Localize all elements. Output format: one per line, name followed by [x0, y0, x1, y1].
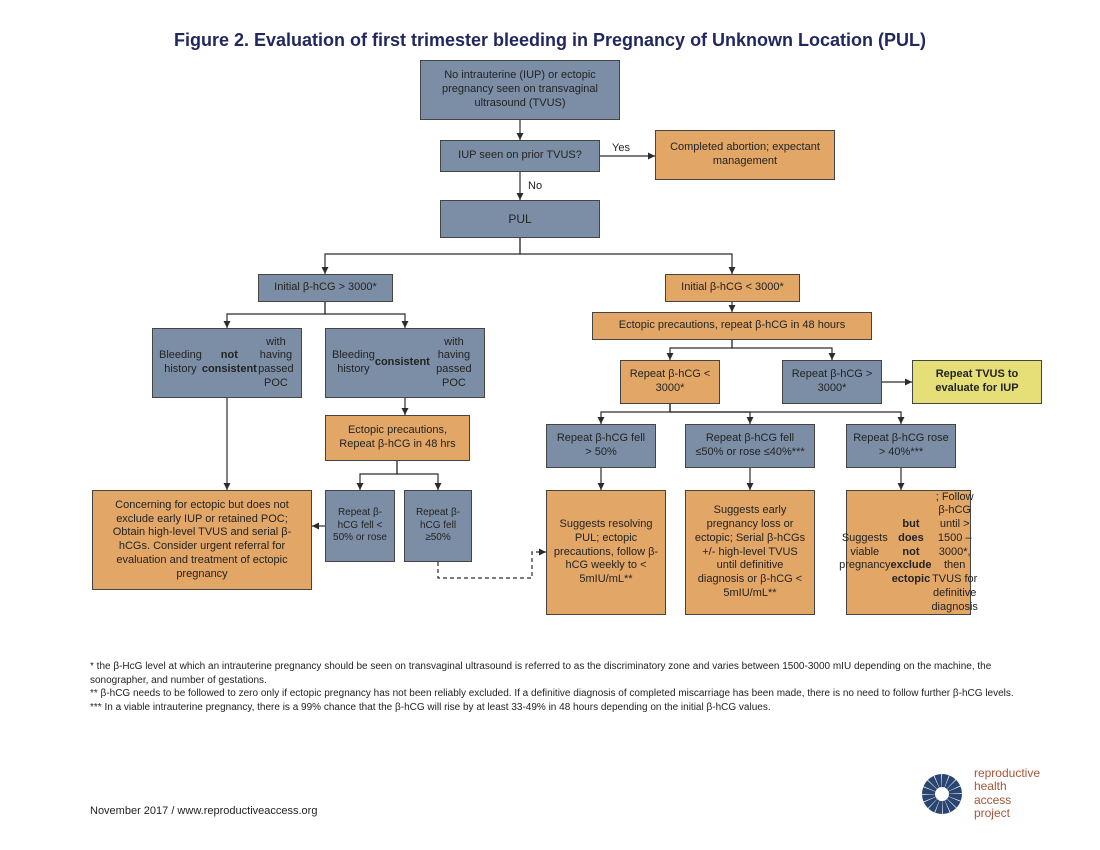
- flow-node-n9: Ectopic precautions, repeat β-hCG in 48 …: [592, 312, 872, 340]
- flow-node-n14: Repeat β-hCG fell < 50% or rose: [325, 490, 395, 562]
- flow-node-n3: Completed abortion; expectant management: [655, 130, 835, 180]
- flow-node-n10: Repeat β-hCG < 3000*: [620, 360, 720, 404]
- flow-node-n11: Repeat β-hCG > 3000*: [782, 360, 882, 404]
- flow-node-n18: Repeat β-hCG fell ≤50% or rose ≤40%***: [685, 424, 815, 468]
- edge-17: [670, 404, 750, 424]
- edge-18: [670, 404, 901, 424]
- footnotes: * the β-HcG level at which an intrauteri…: [90, 660, 1040, 714]
- flow-node-n5: Initial β-hCG > 3000*: [258, 274, 393, 302]
- edge-5: [227, 302, 325, 328]
- org-logo: reproductivehealthaccessproject: [920, 767, 1040, 820]
- flow-node-n8: Bleeding history consistent with having …: [325, 328, 485, 398]
- flow-node-n16: Concerning for ectopic but does not excl…: [92, 490, 312, 590]
- edge-16: [601, 404, 670, 424]
- edge-4: [520, 238, 732, 274]
- edge-13: [397, 461, 438, 490]
- flow-node-n7: Bleeding history not consistent with hav…: [152, 328, 302, 398]
- flow-node-n4: PUL: [440, 200, 600, 238]
- logo-text: reproductivehealthaccessproject: [974, 767, 1040, 820]
- flow-node-n15: Repeat β-hCG fell ≥50%: [404, 490, 472, 562]
- footnote-1: * the β-HcG level at which an intrauteri…: [90, 660, 1040, 687]
- flow-node-n21: Suggests early pregnancy loss or ectopic…: [685, 490, 815, 615]
- flow-node-n17: Repeat β-hCG fell > 50%: [546, 424, 656, 468]
- edge-6: [325, 302, 405, 328]
- edge-label-no: No: [528, 180, 542, 192]
- flow-node-n6: Initial β-hCG < 3000*: [665, 274, 800, 302]
- edge-12: [360, 461, 397, 490]
- edge-9: [732, 340, 832, 360]
- footer-citation: November 2017 / www.reproductiveaccess.o…: [90, 805, 317, 817]
- flow-node-n13: Ectopic precautions, Repeat β-hCG in 48 …: [325, 415, 470, 461]
- flow-node-n19: Repeat β-hCG rose > 40%***: [846, 424, 956, 468]
- footnote-2: ** β-hCG needs to be followed to zero on…: [90, 687, 1040, 701]
- flow-node-n1: No intrauterine (IUP) or ectopic pregnan…: [420, 60, 620, 120]
- edge-3: [325, 238, 520, 274]
- flow-node-n12: Repeat TVUS to evaluate for IUP: [912, 360, 1042, 404]
- flow-node-n2: IUP seen on prior TVUS?: [440, 140, 600, 172]
- footnote-3: *** In a viable intrauterine pregnancy, …: [90, 701, 1040, 715]
- flow-node-n20: Suggests resolving PUL; ectopic precauti…: [546, 490, 666, 615]
- edge-8: [670, 340, 732, 360]
- edge-label-yes: Yes: [612, 142, 630, 154]
- logo-wheel-icon: [920, 772, 964, 816]
- flow-node-n22: Suggests viable pregnancy but does not e…: [846, 490, 971, 615]
